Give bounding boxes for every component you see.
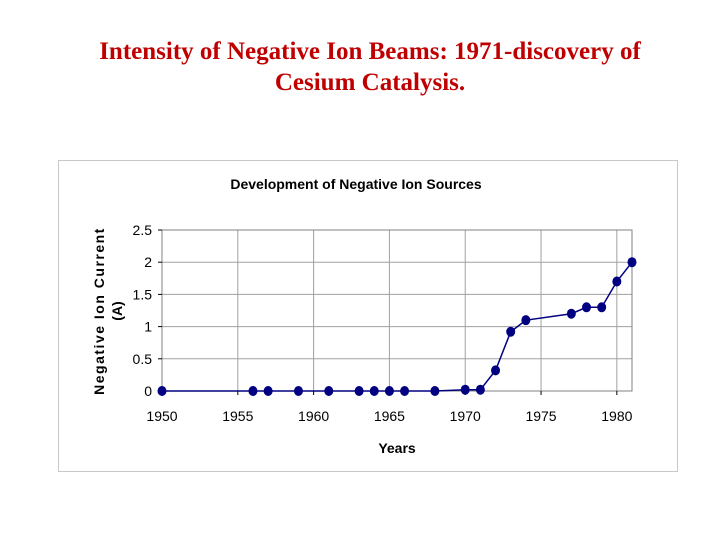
data-point: [248, 386, 258, 396]
y-tick-label: 0.5: [133, 351, 153, 367]
data-point: [354, 386, 364, 396]
x-tick-label: 1955: [222, 408, 253, 424]
y-axis-label-line-1: Negative Ion Current: [91, 227, 107, 395]
data-point: [627, 257, 637, 268]
data-point: [506, 326, 516, 337]
data-point: [263, 386, 273, 396]
data-point: [566, 308, 576, 319]
x-tick-label: 1980: [601, 408, 632, 424]
data-point: [597, 302, 607, 313]
data-point: [157, 386, 167, 396]
y-tick-label: 0: [144, 383, 152, 399]
x-tick-label: 1975: [525, 408, 556, 424]
data-point: [491, 365, 501, 376]
x-tick-label: 1965: [374, 408, 405, 424]
data-point: [612, 276, 622, 287]
data-point: [400, 386, 410, 396]
x-tick-label: 1950: [146, 408, 177, 424]
slide-title-line-1: Intensity of Negative Ion Beams: 1971-di…: [99, 38, 641, 65]
plot-area: [161, 229, 633, 392]
data-point: [324, 386, 334, 396]
data-point: [293, 386, 303, 396]
data-point: [582, 302, 592, 313]
y-axis-label-line-2: (A): [109, 301, 125, 320]
slide-title-line-2: Cesium Catalysis.: [274, 69, 466, 96]
data-point: [521, 315, 531, 326]
y-tick-label: 1.5: [133, 286, 153, 302]
data-point: [430, 386, 440, 396]
data-point: [460, 384, 470, 395]
chart-title: Development of Negative Ion Sources: [230, 176, 481, 192]
grid-layer: [161, 229, 632, 392]
y-tick-label: 2.5: [133, 222, 153, 238]
data-point: [384, 386, 394, 396]
slide-title: Intensity of Negative Ion Beams: 1971-di…: [20, 36, 720, 98]
x-axis-label: Years: [378, 440, 416, 456]
data-point: [369, 386, 379, 396]
data-point: [475, 384, 485, 395]
y-tick-label: 1: [144, 319, 152, 335]
x-tick-label: 1960: [298, 408, 329, 424]
point-layer: [157, 257, 637, 396]
x-tick-label: 1970: [450, 408, 481, 424]
tick-layer: 0 0.5 1 1.5 2 2.5 1950 1955 1960 1965 1970 1975 1980: [133, 222, 633, 424]
y-tick-label: 2: [144, 254, 152, 270]
